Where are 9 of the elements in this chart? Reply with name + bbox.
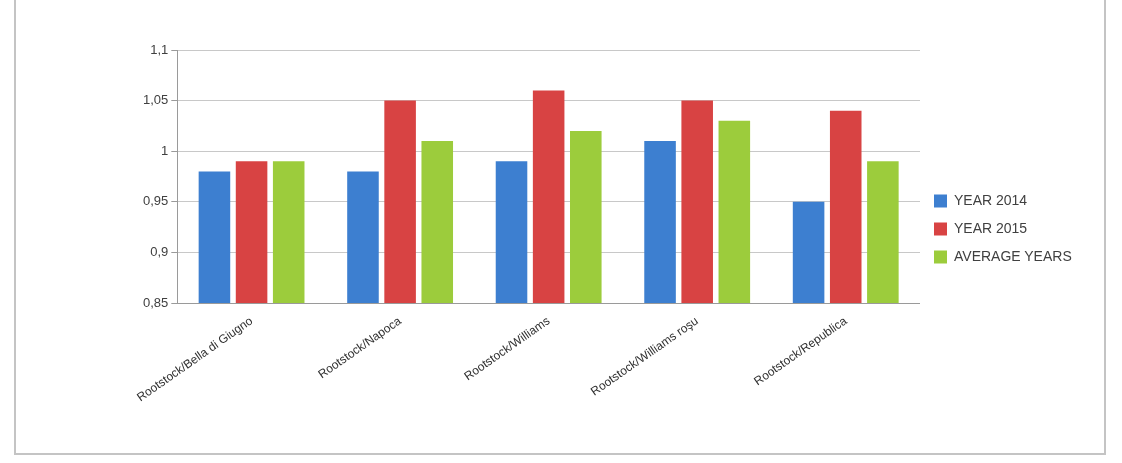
y-tick-label: 1 [161, 142, 169, 158]
y-tick-label: 1,05 [142, 92, 169, 108]
y-tick-label: 0,9 [150, 243, 169, 259]
legend-label: YEAR 2014 [954, 191, 1028, 208]
y-tick-label: 0,85 [142, 294, 169, 310]
y-tick-label: 0,95 [142, 193, 169, 209]
legend-label: YEAR 2015 [954, 219, 1028, 236]
y-tick-label: 1,1 [150, 41, 169, 57]
legend-label: AVERAGE YEARS [954, 247, 1072, 264]
